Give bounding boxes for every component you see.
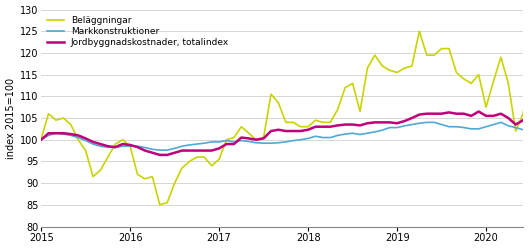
Jordbyggnadskostnader, totalindex	[505, 117, 512, 120]
Jordbyggnadskostnader, totalindex	[402, 120, 408, 123]
Jordbyggnadskostnader, totalindex	[498, 112, 504, 115]
Beläggningar	[416, 30, 423, 33]
Jordbyggnadskostnader, totalindex	[38, 138, 44, 141]
Beläggningar	[38, 137, 44, 140]
Markkonstruktioner	[424, 121, 430, 124]
Beläggningar	[446, 47, 452, 50]
Jordbyggnadskostnader, totalindex	[476, 110, 482, 113]
Beläggningar	[505, 82, 512, 85]
Jordbyggnadskostnader, totalindex	[157, 153, 163, 156]
Beläggningar	[490, 80, 497, 83]
Beläggningar	[157, 203, 163, 206]
Jordbyggnadskostnader, totalindex	[439, 112, 445, 115]
Line: Jordbyggnadskostnader, totalindex: Jordbyggnadskostnader, totalindex	[41, 112, 529, 155]
Jordbyggnadskostnader, totalindex	[379, 121, 386, 124]
Markkonstruktioner	[446, 125, 452, 128]
Markkonstruktioner	[157, 149, 163, 152]
Markkonstruktioner	[505, 124, 512, 127]
Markkonstruktioner	[379, 129, 386, 132]
Markkonstruktioner	[38, 138, 44, 141]
Markkonstruktioner	[490, 123, 497, 126]
Markkonstruktioner	[498, 121, 504, 124]
Line: Markkonstruktioner: Markkonstruktioner	[41, 122, 529, 150]
Beläggningar	[498, 56, 504, 59]
Markkonstruktioner	[402, 124, 408, 127]
Y-axis label: index 2015=100: index 2015=100	[6, 77, 15, 159]
Beläggningar	[379, 64, 386, 67]
Legend: Beläggningar, Markkonstruktioner, Jordbyggnadskostnader, totalindex: Beläggningar, Markkonstruktioner, Jordby…	[45, 14, 231, 49]
Jordbyggnadskostnader, totalindex	[490, 114, 497, 117]
Line: Beläggningar: Beläggningar	[41, 31, 529, 205]
Beläggningar	[402, 67, 408, 70]
